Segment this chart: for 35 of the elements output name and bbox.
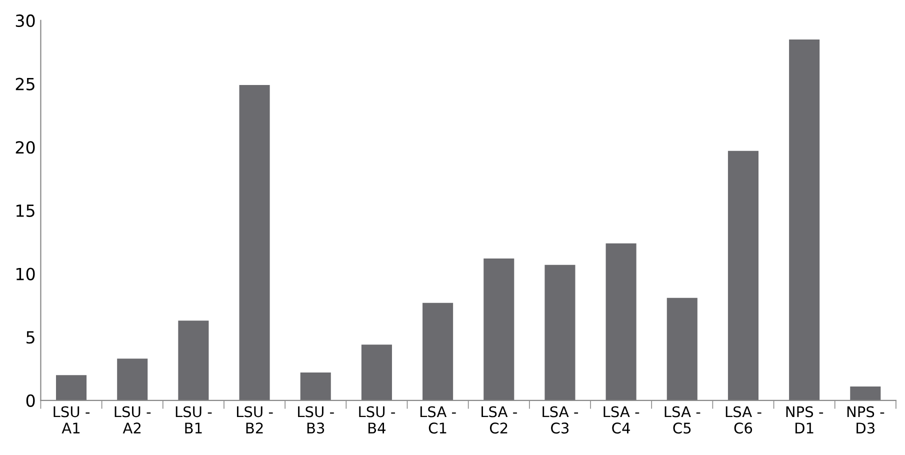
bar [239, 85, 270, 400]
bar [850, 386, 881, 400]
x-tick-label: LSA - C6 [726, 406, 762, 434]
bar [728, 150, 759, 400]
bar [300, 372, 331, 400]
x-tick-label: LSU - A1 [54, 406, 90, 434]
y-tick-label: 20 [16, 141, 35, 154]
bar [117, 358, 148, 400]
y-tick-label: 10 [16, 268, 35, 280]
x-tick-label: NPS - D1 [786, 406, 824, 434]
x-tick-label: LSA - C1 [420, 406, 456, 434]
x-tick-label: LSU - B3 [298, 406, 334, 434]
x-tick-label: NPS - D3 [847, 406, 884, 434]
x-tick-label: LSU - B2 [236, 406, 273, 434]
bar [666, 298, 698, 400]
bar [56, 375, 87, 400]
y-tick-label: 30 [16, 14, 35, 28]
y-tick-label: 0 [26, 394, 35, 407]
x-tick-label: LSA - C3 [542, 406, 578, 434]
x-tick-label: LSA - C2 [482, 406, 517, 434]
x-tick-label: LSU - B1 [176, 406, 212, 434]
bar [544, 264, 576, 400]
y-tick-label: 15 [16, 204, 34, 218]
bar [606, 243, 636, 400]
x-tick-label: LSA - C5 [664, 406, 700, 434]
x-tick-label: LSU - B4 [359, 406, 395, 434]
y-tick-label: 5 [26, 331, 34, 344]
y-tick-label: 25 [16, 78, 34, 90]
bar [178, 320, 209, 400]
bar [484, 258, 514, 400]
x-tick-label: LSU - A2 [114, 406, 151, 434]
bar [789, 39, 820, 400]
x-tick-label: LSA - C4 [604, 406, 640, 434]
bar [422, 302, 454, 400]
bar [361, 344, 392, 400]
